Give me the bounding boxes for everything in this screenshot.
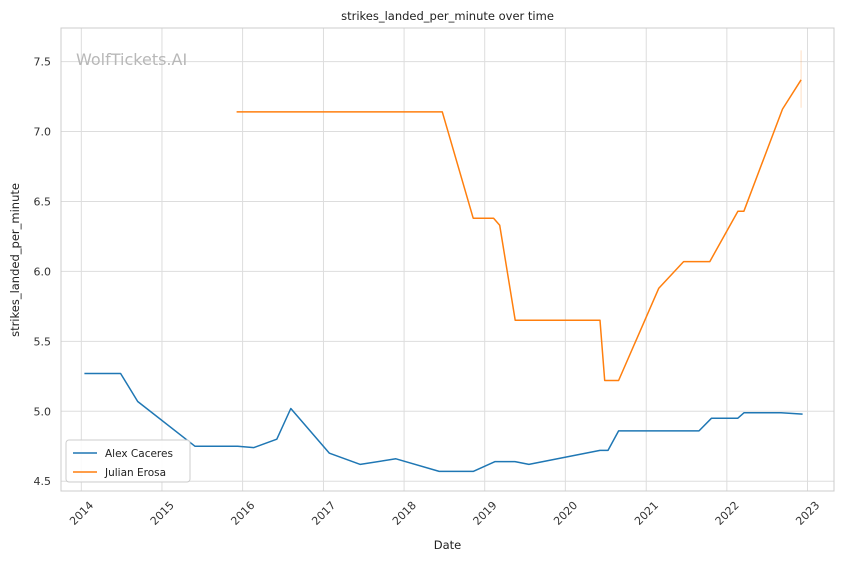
y-tick-label: 6.5 (34, 195, 52, 208)
plot-frame (60, 27, 835, 492)
y-tick-label: 5.0 (34, 405, 52, 418)
y-tick-label: 6.0 (34, 265, 52, 278)
y-tick-label: 7.0 (34, 126, 52, 139)
y-tick-label: 5.5 (34, 335, 52, 348)
watermark-text: WolfTickets.AI (76, 50, 187, 69)
y-axis-label: strikes_landed_per_minute (8, 183, 22, 337)
y-tick-label: 4.5 (34, 475, 52, 488)
series-line-1 (84, 372, 803, 473)
y-axis-ticks: 4.5 5.0 5.5 6.0 6.5 7.0 7.5 (34, 56, 52, 489)
legend-label-2: Julian Erosa (104, 467, 166, 479)
y-tick-label: 7.5 (34, 56, 52, 69)
legend-label-1: Alex Caceres (105, 448, 173, 460)
series-line-2 (236, 79, 802, 382)
chart-title: strikes_landed_per_minute over time (341, 9, 554, 23)
grid (61, 28, 834, 491)
series-layer (84, 50, 803, 473)
legend: Alex Caceres Julian Erosa (65, 439, 191, 483)
x-axis-label: Date (434, 538, 462, 552)
